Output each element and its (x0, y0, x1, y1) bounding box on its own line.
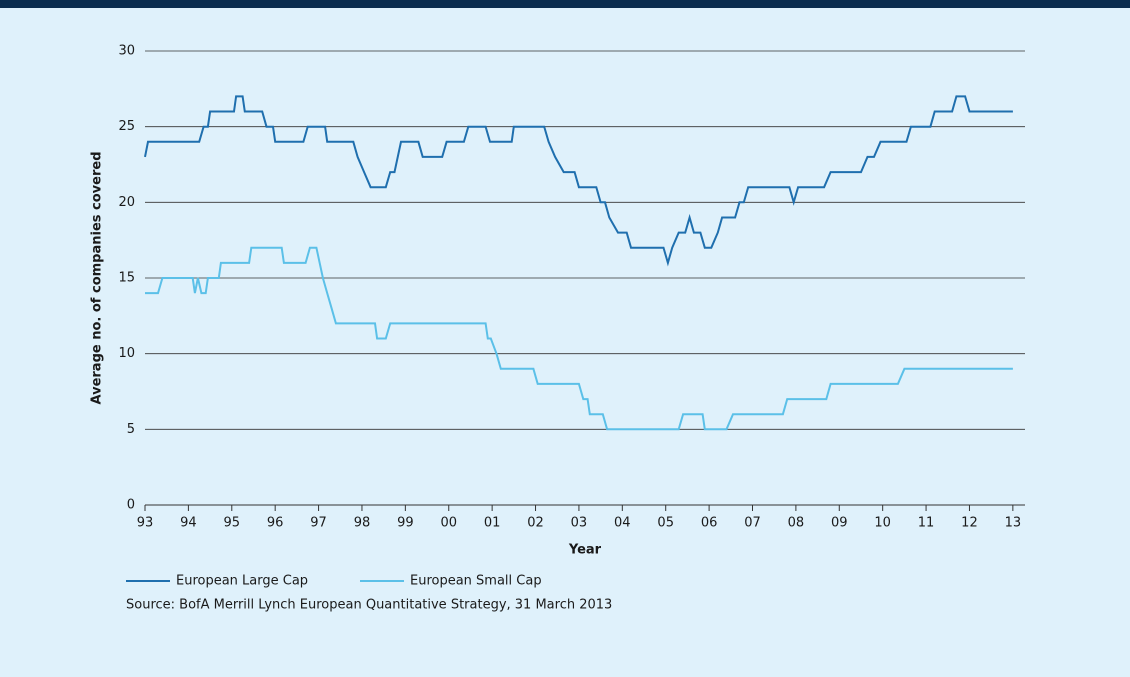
y-tick-label: 15 (118, 271, 135, 286)
x-tick-label: 95 (224, 516, 241, 531)
x-tick-label: 94 (180, 516, 197, 531)
series-line (144, 95, 1013, 267)
x-tick-label: 07 (744, 516, 761, 531)
x-tick-label: 08 (788, 516, 805, 531)
legend-label: European Small Cap (410, 574, 542, 589)
x-tick-label: 99 (397, 516, 414, 531)
x-tick-label: 98 (354, 516, 371, 531)
x-tick-label: 01 (484, 516, 501, 531)
y-tick-label: 10 (118, 346, 135, 361)
y-tick-label: 0 (127, 498, 135, 513)
y-tick-label: 20 (118, 195, 135, 210)
x-tick-label: 03 (571, 516, 588, 531)
top-bar (0, 0, 1130, 8)
series-line (145, 246, 1013, 431)
x-axis-label: Year (568, 543, 602, 558)
y-tick-label: 25 (118, 119, 135, 134)
source-note: Source: BofA Merrill Lynch European Quan… (126, 598, 612, 613)
x-tick-label: 04 (614, 516, 631, 531)
x-tick-label: 00 (440, 516, 457, 531)
x-tick-label: 10 (874, 516, 891, 531)
x-tick-label: 02 (527, 516, 544, 531)
x-tick-label: 13 (1005, 516, 1022, 531)
x-tick-label: 09 (831, 516, 848, 531)
y-axis-label: Average no. of companies covered (90, 152, 105, 405)
x-tick-label: 96 (267, 516, 284, 531)
x-tick-label: 93 (137, 516, 154, 531)
legend-label: European Large Cap (176, 574, 308, 589)
x-tick-label: 12 (961, 516, 978, 531)
x-tick-label: 97 (310, 516, 327, 531)
x-tick-label: 11 (918, 516, 935, 531)
y-tick-label: 30 (118, 44, 135, 59)
y-tick-label: 5 (127, 422, 135, 437)
x-tick-label: 06 (701, 516, 718, 531)
x-tick-label: 05 (657, 516, 674, 531)
